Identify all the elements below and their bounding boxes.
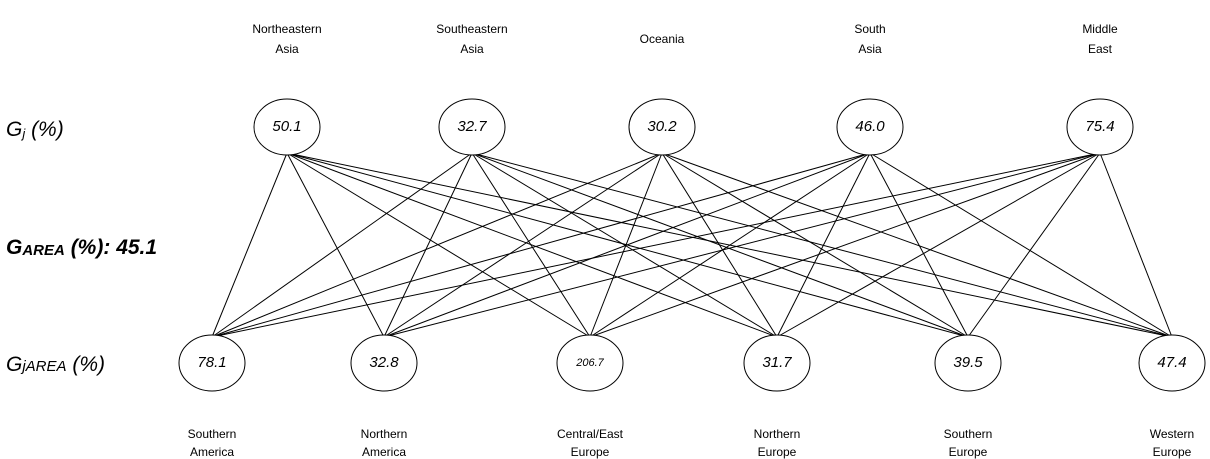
node-label: Western <box>1150 427 1194 441</box>
node-label: America <box>362 445 406 459</box>
node-value: 32.7 <box>457 118 487 135</box>
node-value: 78.1 <box>197 354 226 371</box>
node-label: Asia <box>275 42 299 56</box>
node-label: Asia <box>460 42 484 56</box>
node-value: 206.7 <box>575 357 604 369</box>
node <box>1066 98 1134 156</box>
edge <box>869 152 969 338</box>
edge <box>661 152 778 338</box>
edge <box>471 152 778 338</box>
node-label: Europe <box>571 445 610 459</box>
edge <box>211 152 1101 338</box>
edge <box>776 152 1101 338</box>
node-label: Europe <box>1153 445 1192 459</box>
node-label: Northern <box>754 427 801 441</box>
node-label: Southern <box>188 427 237 441</box>
node <box>178 334 246 392</box>
node <box>836 98 904 156</box>
edge <box>211 152 288 338</box>
node <box>934 334 1002 392</box>
node-value: 46.0 <box>855 118 885 135</box>
node-label: Southern <box>944 427 993 441</box>
node <box>253 98 321 156</box>
edge <box>383 152 473 338</box>
edge <box>211 152 663 338</box>
edge <box>383 152 1101 338</box>
node-label: Middle <box>1082 22 1118 36</box>
node-label: Europe <box>949 445 988 459</box>
node-label: Asia <box>858 42 882 56</box>
node-label: America <box>190 445 234 459</box>
node-value: 75.4 <box>1085 118 1114 135</box>
edge <box>211 152 871 338</box>
node <box>628 98 696 156</box>
edge <box>967 152 1101 338</box>
node-value: 50.1 <box>272 118 301 135</box>
node-value: 31.7 <box>762 354 792 371</box>
edge <box>471 152 591 338</box>
edge <box>383 152 663 338</box>
node <box>556 334 624 392</box>
edge <box>589 152 1101 338</box>
node <box>350 334 418 392</box>
edge <box>869 152 1173 338</box>
node-value: 32.8 <box>369 354 399 371</box>
node-label: Central/East <box>557 427 624 441</box>
edge <box>589 152 871 338</box>
node <box>1138 334 1206 392</box>
edge <box>776 152 871 338</box>
node-label: South <box>854 22 885 36</box>
edge <box>1099 152 1173 338</box>
node-label: Europe <box>758 445 797 459</box>
edge <box>286 152 591 338</box>
node-label: Oceania <box>640 32 685 46</box>
edge <box>661 152 969 338</box>
edge <box>383 152 871 338</box>
edge <box>471 152 1173 338</box>
node-label: Northeastern <box>252 22 321 36</box>
node-value: 39.5 <box>953 354 983 371</box>
edge <box>286 152 778 338</box>
node-value: 30.2 <box>647 118 677 135</box>
edges <box>211 152 1173 338</box>
edge <box>661 152 1173 338</box>
edge <box>211 152 473 338</box>
node-label: East <box>1088 42 1113 56</box>
node-label: Southeastern <box>436 22 507 36</box>
row-label: GAREA (%): 45.1 <box>6 236 157 259</box>
row-label: Gj (%) <box>6 118 64 142</box>
row-label: GjAREA (%) <box>6 353 105 376</box>
node <box>438 98 506 156</box>
node-value: 47.4 <box>1157 354 1186 371</box>
edge <box>286 152 385 338</box>
node <box>743 334 811 392</box>
node-label: Northern <box>361 427 408 441</box>
